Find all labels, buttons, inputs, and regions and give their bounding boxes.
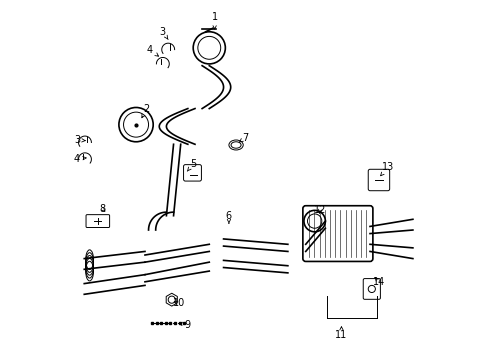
Text: 3: 3 <box>74 135 86 145</box>
Text: 2: 2 <box>142 104 150 118</box>
Text: 3: 3 <box>160 27 168 40</box>
Text: 13: 13 <box>381 162 394 176</box>
Text: 11: 11 <box>335 327 347 341</box>
Text: 7: 7 <box>239 133 248 143</box>
Text: 5: 5 <box>187 159 196 171</box>
Text: 14: 14 <box>373 277 385 287</box>
Text: 6: 6 <box>226 211 232 224</box>
Text: 10: 10 <box>173 298 185 308</box>
Text: 4: 4 <box>147 45 159 56</box>
Text: 8: 8 <box>99 203 105 213</box>
Text: 1: 1 <box>212 13 218 29</box>
Text: 9: 9 <box>179 320 191 330</box>
Text: 12: 12 <box>314 205 326 215</box>
Text: 4: 4 <box>74 154 86 163</box>
